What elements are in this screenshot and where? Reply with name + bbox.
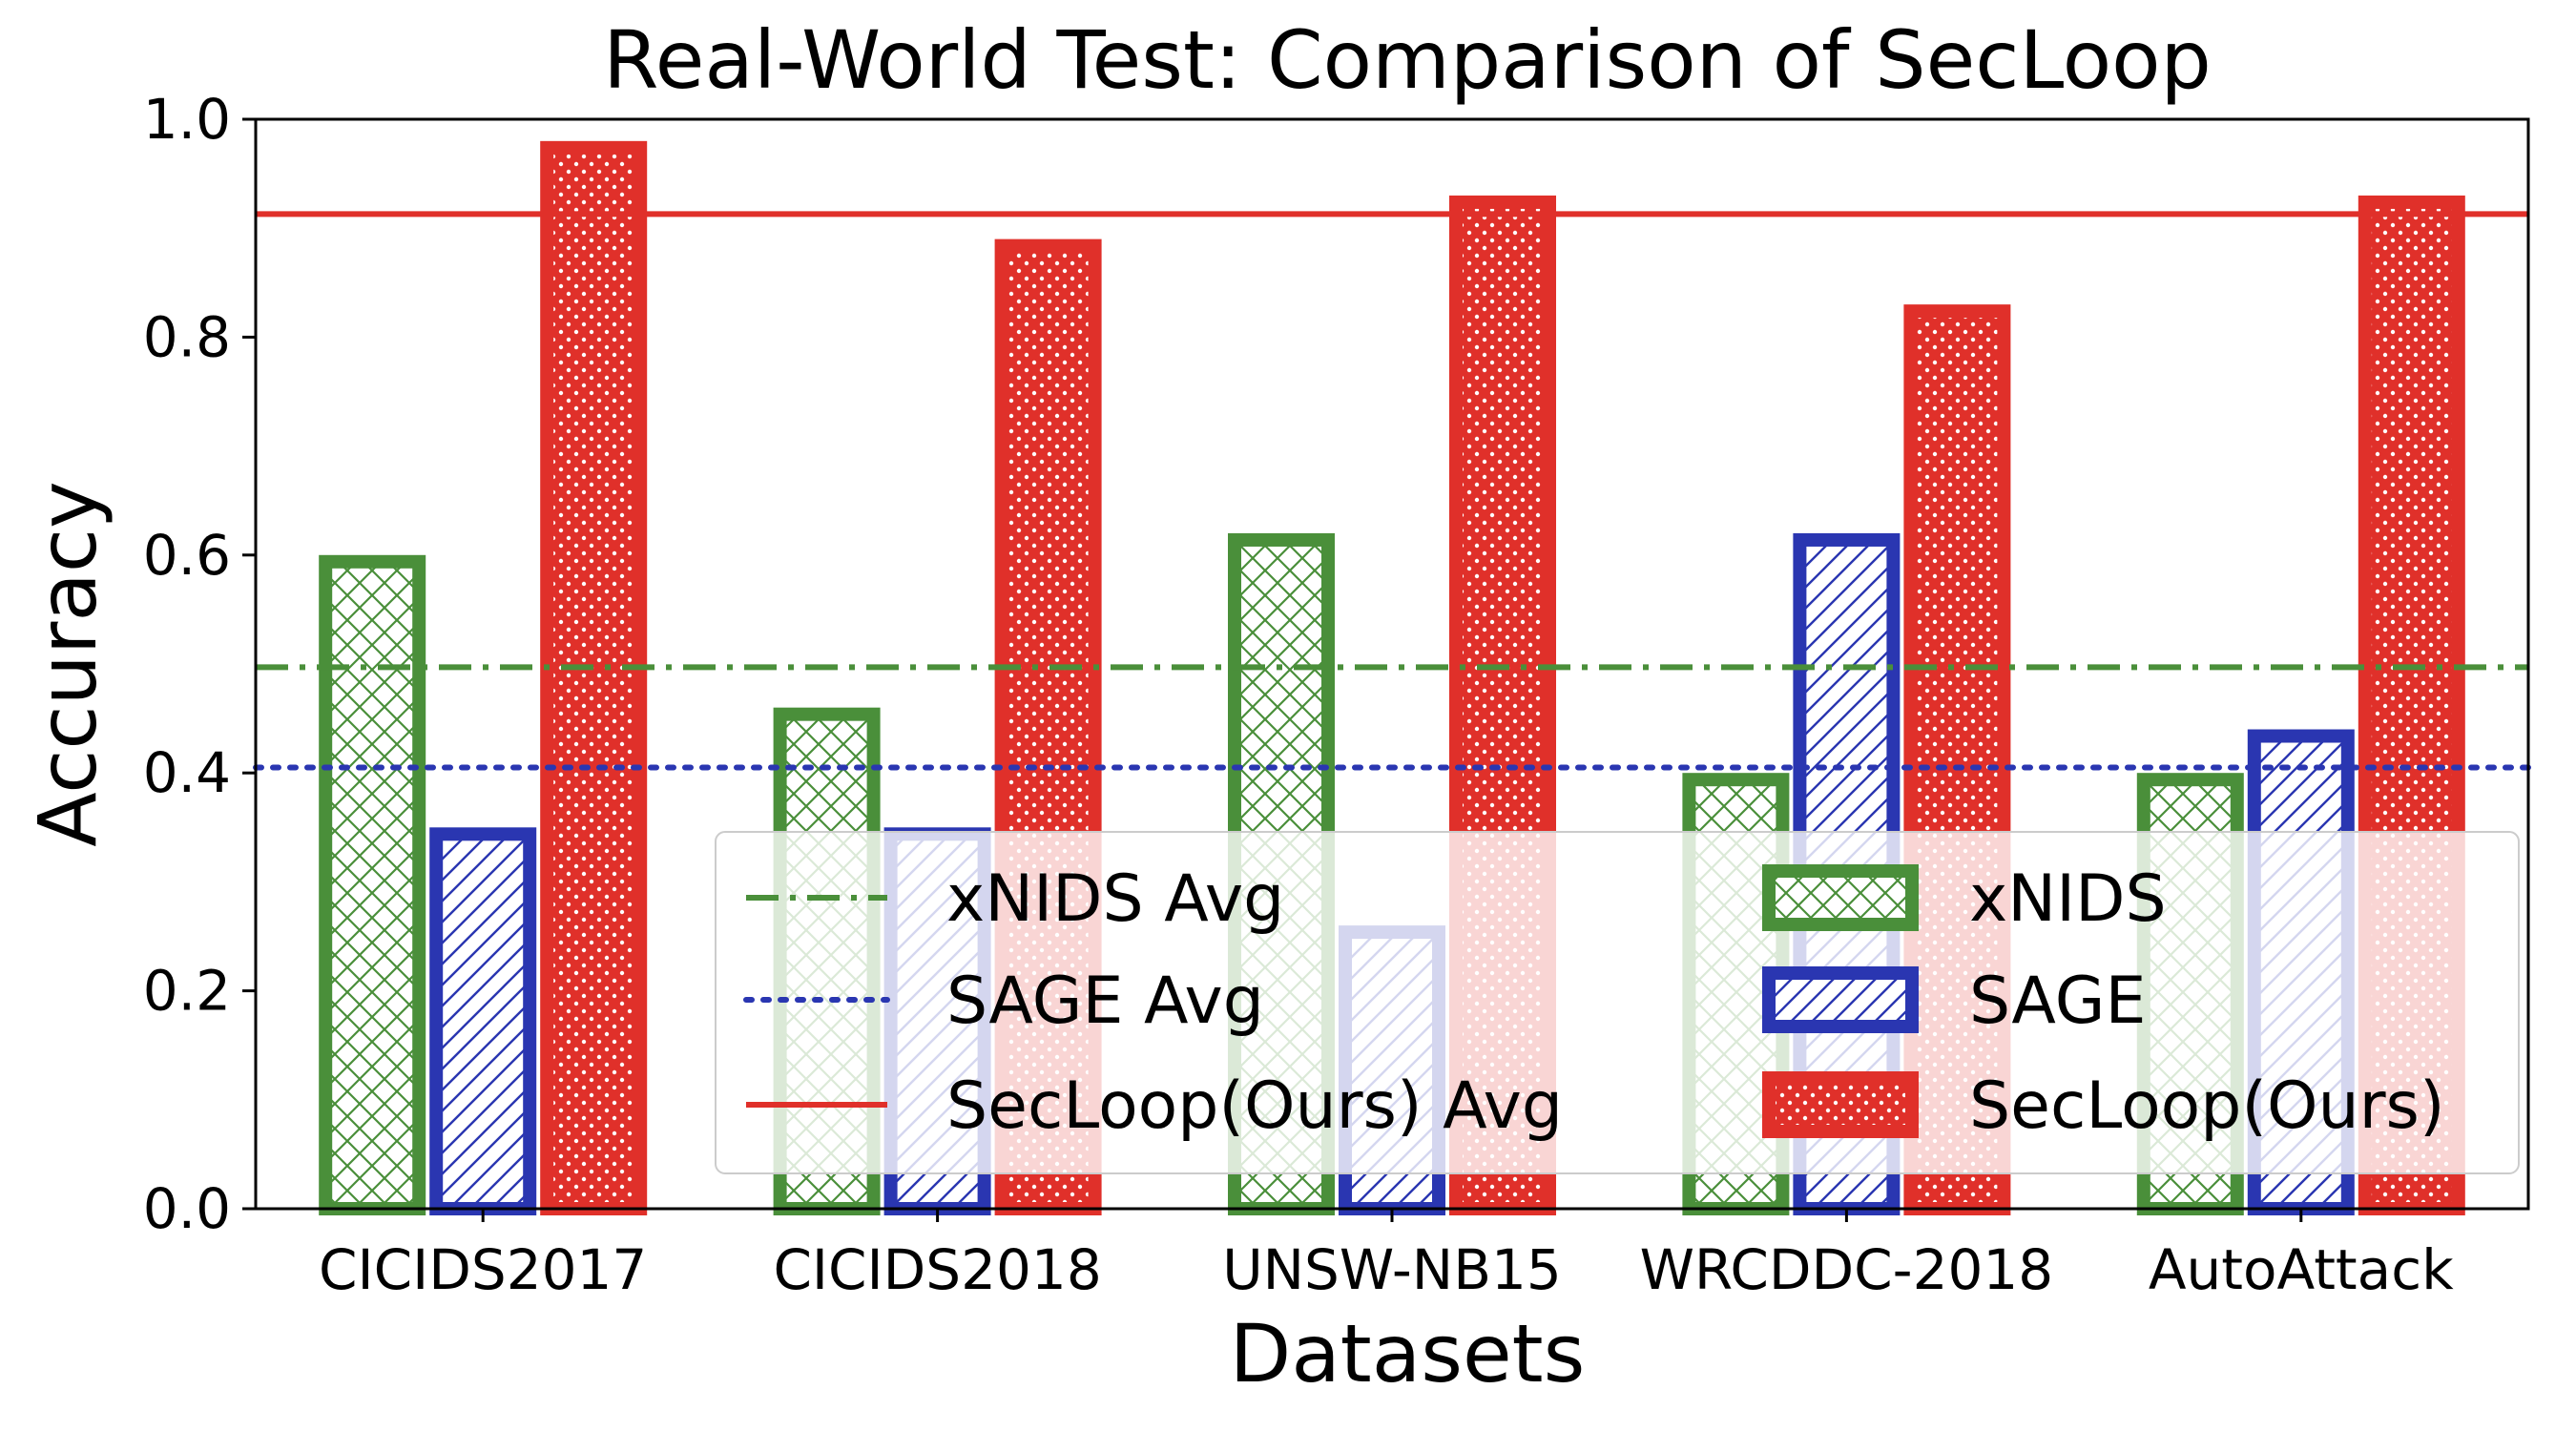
x-tick-label: CICIDS2018 (773, 1237, 1101, 1302)
average-lines-layer (253, 211, 2531, 771)
legend-swatch-sage (1762, 966, 1919, 1033)
bar-sage-cicids2017 (429, 827, 537, 1215)
y-tick-label: 0.4 (143, 740, 231, 805)
x-tick-label: WRCDDC-2018 (1640, 1237, 2054, 1302)
x-axis: CICIDS2017 CICIDS2018 UNSW-NB15 WRCDDC-2018… (319, 1209, 2454, 1302)
legend-label: xNIDS (1969, 861, 2167, 937)
y-tick-label: 0.8 (143, 304, 231, 369)
y-tick-label: 0.2 (143, 959, 231, 1024)
legend: xNIDS Avg SAGE Avg SecLoop(Ours) Avg xNIDS S… (715, 831, 2520, 1174)
legend-label: SAGE Avg (946, 964, 1264, 1039)
legend-box (715, 831, 2520, 1174)
legend-label: SAGE (1969, 964, 2146, 1039)
chart-title: Real-World Test: Comparison of SecLoop (603, 13, 2212, 107)
x-tick-label: CICIDS2017 (319, 1237, 647, 1302)
bar-xnids-cicids2017 (319, 554, 426, 1215)
legend-label: SecLoop(Ours) (1969, 1068, 2445, 1144)
y-axis-label: Accuracy (21, 481, 114, 847)
y-tick-label: 0.6 (143, 523, 231, 588)
legend-label: xNIDS Avg (946, 861, 1284, 937)
legend-swatch-xnids (1762, 864, 1919, 931)
y-tick-label: 1.0 (143, 87, 231, 152)
x-axis-label: Datasets (1230, 1307, 1586, 1400)
x-tick-label: AutoAttack (2149, 1237, 2454, 1302)
x-tick-label: UNSW-NB15 (1222, 1237, 1562, 1302)
legend-label: SecLoop(Ours) Avg (946, 1068, 1563, 1144)
bar-secloop-ours--cicids2017 (540, 140, 648, 1216)
legend-swatch-secloop-ours- (1762, 1071, 1919, 1138)
y-axis: 0.0 0.2 0.4 0.6 0.8 1.0 (143, 87, 256, 1241)
y-tick-label: 0.0 (143, 1176, 231, 1241)
